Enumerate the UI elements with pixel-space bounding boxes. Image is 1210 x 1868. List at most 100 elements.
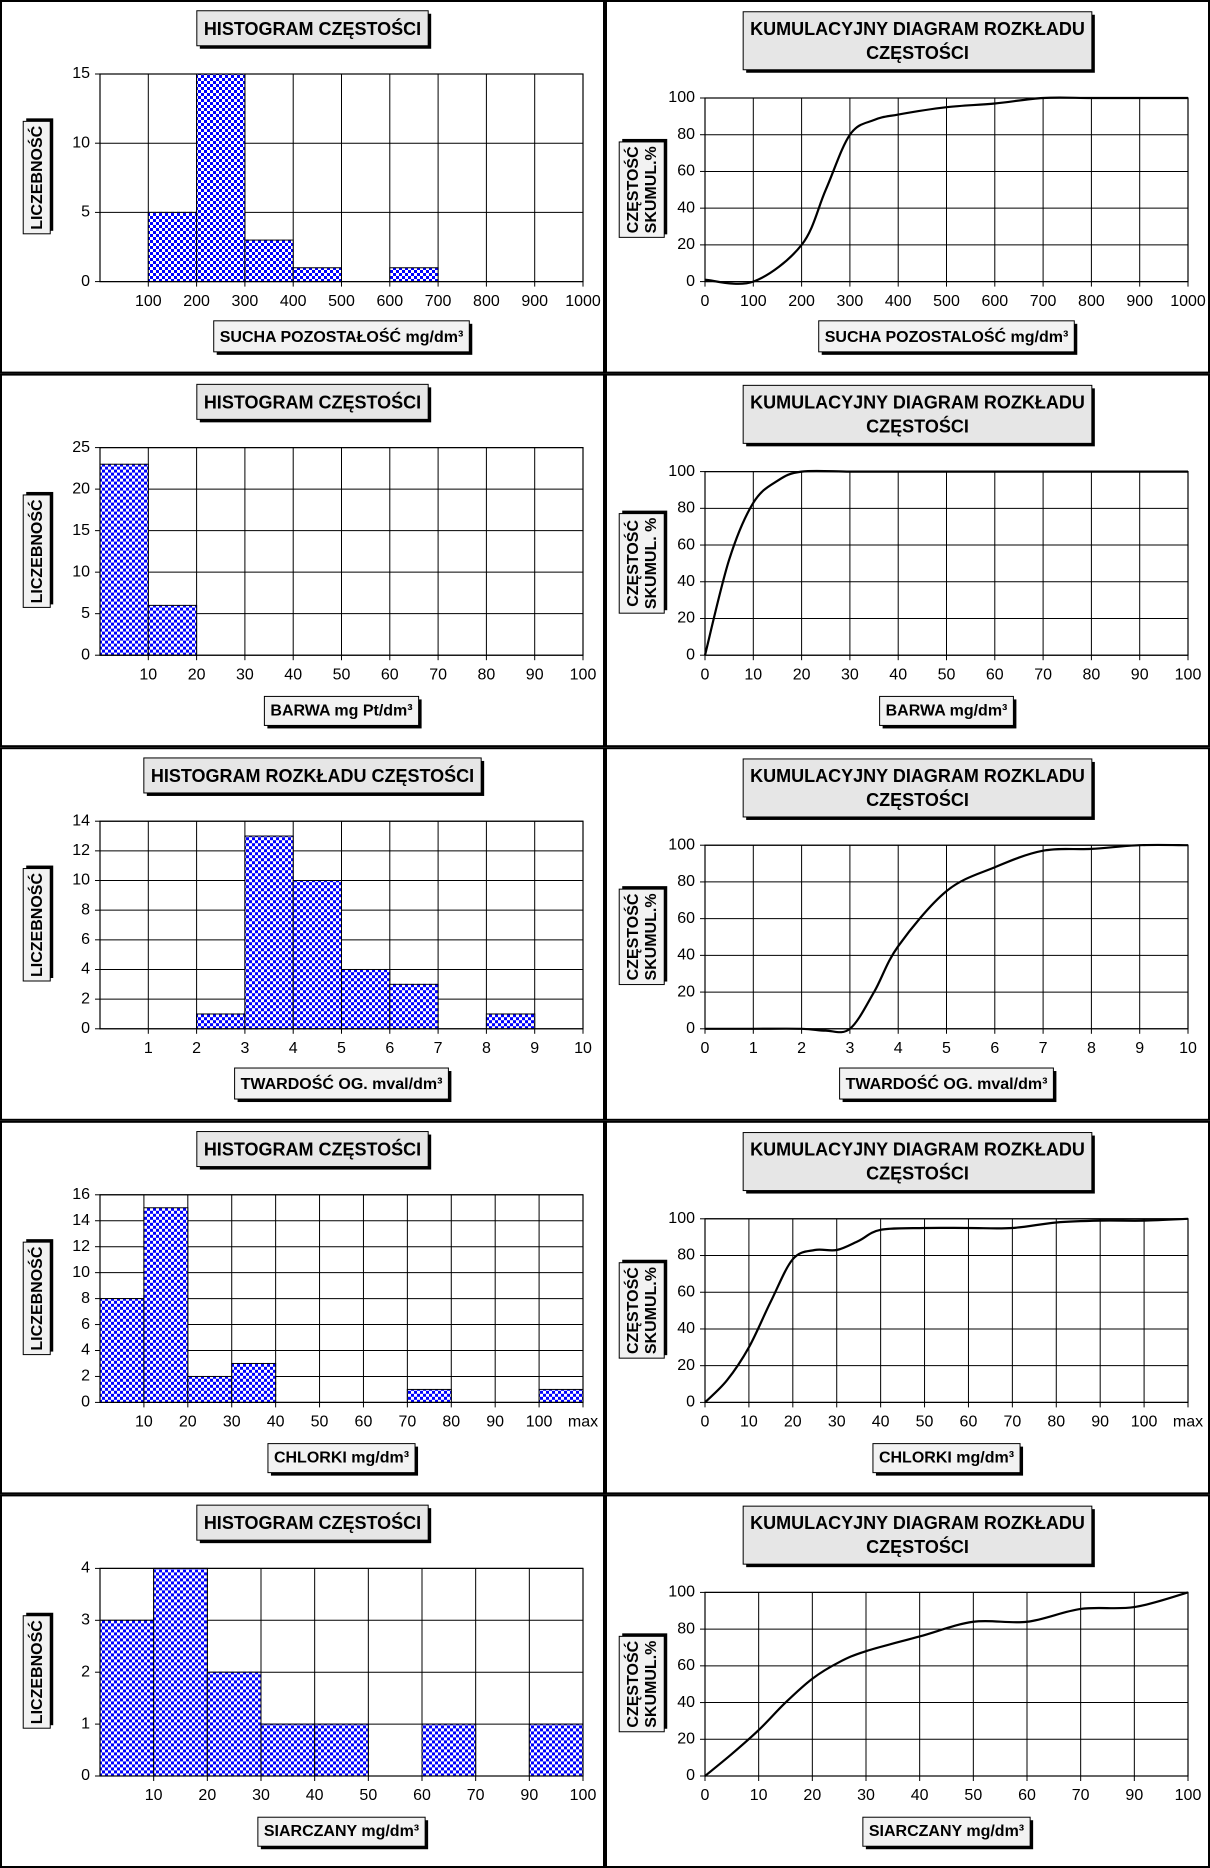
x-tick-label: 40	[889, 666, 907, 683]
y-label-group: CZĘSTOŚĆ SKUMUL. %	[618, 510, 668, 614]
x-tick-label: 50	[359, 1787, 377, 1804]
plot-border	[704, 1591, 1189, 1777]
y-tick-label: 100	[668, 836, 695, 853]
x-tick-label: max	[568, 1414, 598, 1431]
label-box	[196, 10, 429, 47]
x-tick-label: 60	[413, 1787, 431, 1804]
x-tick-label: 20	[198, 1787, 216, 1804]
bar	[99, 1298, 145, 1403]
plot-area	[705, 1218, 1188, 1403]
chart-panel: HISTOGRAM CZĘSTOŚCI 0 1 2 3 4 10 20 30 40 50 60 70 90…	[0, 1494, 605, 1868]
chart-panel: HISTOGRAM ROZKŁADU CZĘSTOŚCI024681012141…	[0, 747, 605, 1121]
x-tick-label: 7	[1039, 1040, 1048, 1057]
y-tick-label: 8	[81, 901, 90, 918]
bar	[538, 1388, 584, 1403]
cumulative-line	[704, 1591, 1189, 1777]
panel-border	[605, 747, 1210, 1121]
title-group: HISTOGRAM CZĘSTOŚCI	[196, 10, 432, 49]
x-tick-label: 40	[872, 1414, 890, 1431]
y-axis-label: CZĘSTOŚĆ	[623, 1640, 642, 1727]
y-tick-label: 10	[72, 134, 90, 151]
x-tick-label: 100	[526, 1414, 553, 1431]
x-tick-label: 70	[398, 1414, 416, 1431]
x-tick-label: 400	[885, 293, 912, 310]
y-tick-label: 3	[81, 1612, 90, 1629]
x-tick-label: 100	[1175, 1787, 1202, 1804]
x-tick-label: 90	[1131, 666, 1149, 683]
x-tick-label: 40	[911, 1787, 929, 1804]
x-tick-label: 50	[938, 666, 956, 683]
title-group: KUMULACYJNY DIAGRAM ROZKŁADU CZĘSTOŚCI	[742, 11, 1095, 73]
label-box	[22, 868, 51, 982]
y-tick-label: 80	[677, 1620, 695, 1637]
y-axis-label: LICZEBNOŚĆ	[27, 873, 46, 977]
y-tick-label: 80	[677, 126, 695, 143]
y-tick-label: 2	[81, 1368, 90, 1385]
x-tick-label: 10	[145, 1787, 163, 1804]
x-tick-label: 10	[135, 1414, 153, 1431]
y-axis-label: LICZEBNOŚĆ	[27, 125, 46, 229]
x-tick-label: 900	[521, 293, 548, 310]
x-tick-label: 900	[1126, 293, 1153, 310]
panel-border	[0, 1494, 605, 1868]
x-tick-label: 1	[144, 1040, 153, 1057]
label-box	[618, 513, 665, 614]
bar	[485, 1013, 536, 1030]
panel-border	[0, 0, 605, 374]
chart-title: CZĘSTOŚCI	[866, 1536, 969, 1557]
chart-panel: HISTOGRAM CZĘSTOŚCI 0 2 4 6 8 10 12 14 16 10 20 30 40…	[0, 1120, 605, 1495]
x-tick-label: 10	[740, 1414, 758, 1431]
plot-border	[99, 73, 584, 283]
bar	[143, 1207, 189, 1403]
x-tick-label: 90	[486, 1414, 504, 1431]
x-axis-label: BARWA mg/dm³	[886, 702, 1008, 719]
x-tick-label: 90	[526, 666, 544, 683]
y-axis-label: SKUMUL. %	[643, 518, 660, 610]
bar	[99, 1619, 155, 1777]
y-tick-label: 80	[677, 1247, 695, 1264]
x-tick-label: 700	[425, 293, 452, 310]
x-tick-label: 30	[828, 1414, 846, 1431]
title-group: HISTOGRAM CZĘSTOŚCI	[196, 1504, 432, 1544]
x-tick-label: 50	[916, 1414, 934, 1431]
label-box	[862, 1816, 1031, 1847]
y-tick-label: 100	[668, 463, 695, 480]
x-tick-label: 60	[1018, 1787, 1036, 1804]
y-axis-label: LICZEBNOŚĆ	[27, 1620, 46, 1724]
y-tick-label: 20	[677, 236, 695, 253]
bar	[244, 835, 294, 1030]
x-tick-label: 5	[942, 1040, 951, 1057]
label-box	[879, 695, 1014, 726]
x-label-group: SUCHA POZOSTALOŚĆ mg/dm³	[818, 320, 1078, 355]
panel-border	[605, 373, 1210, 748]
x-tick-label: 1000	[1170, 293, 1206, 310]
x-tick-label: 30	[841, 666, 859, 683]
chart-title: CZĘSTOŚCI	[866, 42, 969, 63]
chart-title: CZĘSTOŚCI	[866, 415, 969, 436]
x-tick-label: 0	[701, 293, 710, 310]
x-tick-label: 100	[570, 1787, 597, 1804]
bar	[196, 1013, 246, 1030]
panel-border	[605, 1120, 1210, 1495]
x-tick-label: 100	[135, 293, 162, 310]
y-tick-label: 15	[72, 522, 90, 539]
y-tick-label: 14	[72, 1212, 90, 1229]
x-tick-label: max	[1173, 1414, 1203, 1431]
label-box	[742, 758, 1093, 818]
label-box	[618, 1262, 665, 1359]
chart-title: CZĘSTOŚCI	[866, 789, 969, 810]
x-tick-label: 0	[701, 1040, 710, 1057]
bar	[389, 267, 439, 283]
y-tick-label: 15	[72, 65, 90, 82]
y-axis-label: LICZEBNOŚĆ	[27, 499, 46, 603]
y-tick-label: 0	[81, 1767, 90, 1784]
x-tick-label: 90	[1125, 1787, 1143, 1804]
label-box	[257, 1816, 426, 1847]
chart-panel: KUMULACYJNY DIAGRAM ROZKLADUCZĘSTOŚCI020…	[605, 747, 1210, 1121]
x-tick-label: 50	[964, 1787, 982, 1804]
y-label-group: CZĘSTOŚĆ SKUMUL.%	[618, 886, 668, 986]
y-label-group: CZĘSTOŚĆ SKUMUL.%	[618, 138, 668, 238]
y-tick-label: 60	[677, 1657, 695, 1674]
bar	[99, 463, 149, 656]
y-tick-label: 20	[677, 1730, 695, 1747]
